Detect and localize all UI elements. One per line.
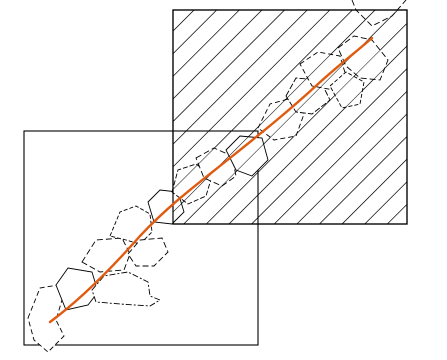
cell [55,267,99,311]
hatch-overlay [173,10,407,224]
cell [91,271,162,307]
trajectory [48,36,374,324]
cell [127,237,169,267]
hatched-border [172,9,408,225]
cell [27,284,65,353]
plain-region [23,130,259,346]
cell [81,237,131,273]
